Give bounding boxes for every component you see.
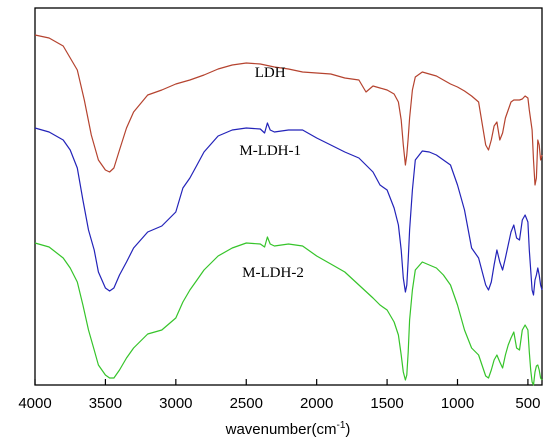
series-label-ldh: LDH [255, 65, 286, 81]
x-tick-label-3000: 3000 [159, 395, 192, 412]
series-line-ldh [34, 34, 543, 186]
x-axis-title: wavenumber(cm-1) [225, 420, 351, 438]
series-line-m-ldh-1 [34, 122, 543, 296]
x-tick-label-2000: 2000 [300, 395, 333, 412]
x-tick-label-2500: 2500 [230, 395, 263, 412]
x-tick-label-1500: 1500 [370, 395, 403, 412]
x-tick-label-1000: 1000 [441, 395, 474, 412]
series-lines [34, 34, 543, 386]
series-line-m-ldh-2 [34, 236, 543, 386]
x-axis-tick-labels: 4000 3500 3000 2500 2000 1500 1000 500 [18, 395, 540, 412]
series-label-m-ldh-1: M-LDH-1 [239, 143, 301, 159]
series-labels: LDH M-LDH-1 M-LDH-2 [239, 65, 303, 281]
series-label-m-ldh-2: M-LDH-2 [242, 265, 304, 281]
x-tick-label-4000: 4000 [18, 395, 51, 412]
x-tick-label-3500: 3500 [89, 395, 122, 412]
x-tick-label-500: 500 [515, 395, 540, 412]
plot-frame [34, 7, 543, 386]
x-axis-ticks [34, 379, 529, 385]
